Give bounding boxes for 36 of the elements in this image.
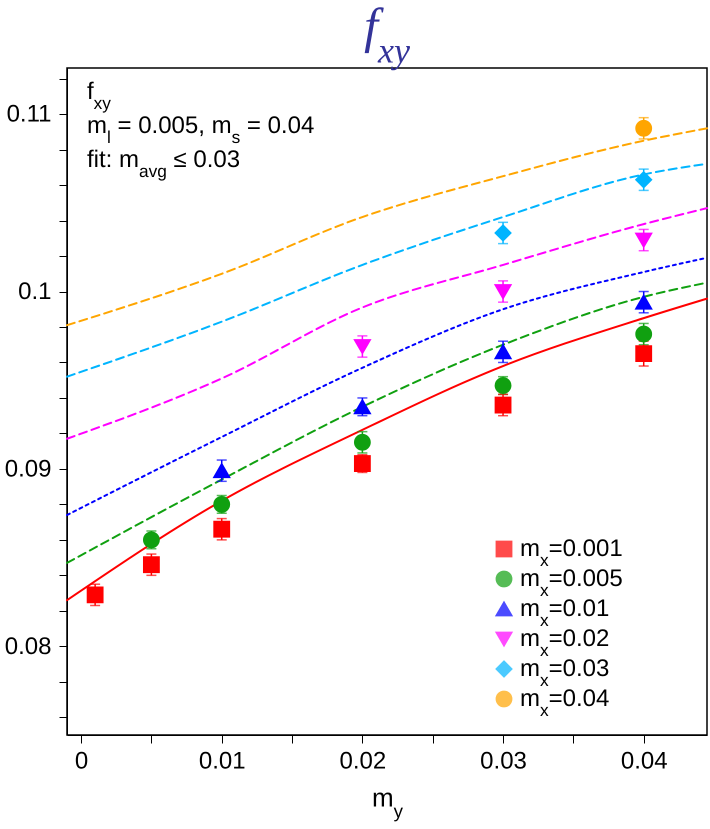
point	[494, 284, 512, 299]
x-tick-label: 0.03	[480, 748, 527, 774]
point	[494, 396, 512, 414]
point	[635, 345, 652, 362]
x-tick-label: 0.04	[620, 748, 668, 774]
annotation: fit: m$_{avg}$ ≤ 0.03	[87, 146, 240, 181]
annotation: f$_{xy}$	[87, 78, 112, 113]
point	[354, 339, 371, 354]
point	[494, 344, 512, 360]
point	[354, 399, 371, 414]
point	[635, 232, 652, 248]
point	[635, 326, 652, 342]
point	[142, 531, 160, 548]
point	[213, 496, 230, 513]
x-tick-label: 0.02	[340, 748, 386, 774]
point	[494, 224, 512, 242]
y-tick-label: 0.09	[4, 455, 52, 482]
point	[354, 434, 371, 451]
line-series	[66, 207, 708, 440]
point	[635, 294, 652, 310]
point	[635, 120, 652, 137]
chart-title: f$_{xy}$	[364, 0, 410, 71]
x-axis-title: m$_{y}$	[372, 782, 404, 821]
x-tick-label: 0.01	[198, 748, 246, 774]
y-tick-label: 0.1	[18, 278, 52, 306]
point	[86, 586, 104, 604]
point	[494, 377, 512, 394]
point	[213, 520, 230, 538]
point	[213, 463, 230, 478]
annotation: m$_{l}$ = 0.005, m$_{s}$ = 0.04	[87, 112, 314, 147]
point	[635, 171, 652, 188]
x-tick-label: 0	[74, 748, 88, 774]
y-tick-label: 0.08	[4, 632, 52, 660]
point	[354, 455, 371, 472]
point	[142, 556, 160, 574]
y-tick-label: 0.11	[6, 100, 52, 128]
